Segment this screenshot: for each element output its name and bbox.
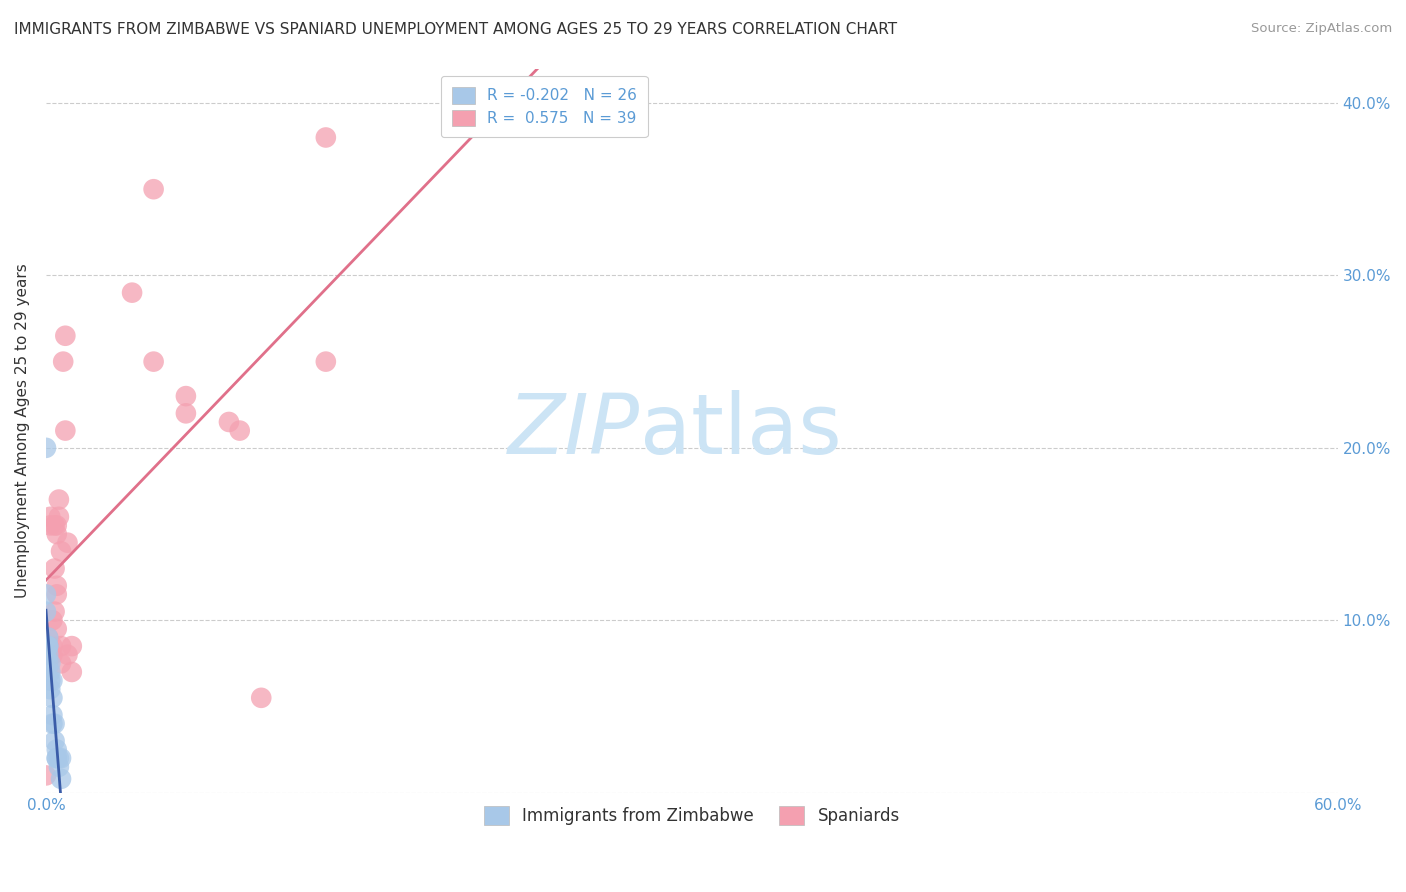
Point bbox=[45, 579, 67, 593]
Point bbox=[45, 751, 67, 765]
Point bbox=[44, 605, 66, 619]
Point bbox=[39, 682, 62, 697]
Point bbox=[35, 648, 58, 662]
Point bbox=[44, 734, 66, 748]
Point bbox=[48, 751, 70, 765]
Point bbox=[39, 657, 62, 671]
Point bbox=[49, 544, 72, 558]
Point bbox=[48, 509, 70, 524]
Point bbox=[315, 130, 337, 145]
Point bbox=[121, 285, 143, 300]
Point bbox=[174, 406, 197, 420]
Point bbox=[39, 518, 62, 533]
Point bbox=[53, 328, 76, 343]
Point bbox=[48, 760, 70, 774]
Point bbox=[49, 657, 72, 671]
Point bbox=[45, 622, 67, 636]
Text: atlas: atlas bbox=[640, 390, 842, 471]
Point bbox=[41, 639, 63, 653]
Point bbox=[56, 535, 79, 549]
Point bbox=[37, 639, 59, 653]
Point bbox=[142, 182, 165, 196]
Text: Source: ZipAtlas.com: Source: ZipAtlas.com bbox=[1251, 22, 1392, 36]
Point bbox=[56, 648, 79, 662]
Text: ZIP: ZIP bbox=[508, 390, 640, 471]
Point bbox=[52, 354, 75, 368]
Point bbox=[41, 716, 63, 731]
Point bbox=[45, 527, 67, 541]
Point bbox=[49, 639, 72, 653]
Point bbox=[41, 648, 63, 662]
Point bbox=[45, 587, 67, 601]
Point bbox=[45, 518, 67, 533]
Point bbox=[142, 354, 165, 368]
Point bbox=[41, 690, 63, 705]
Point bbox=[49, 751, 72, 765]
Point bbox=[228, 424, 250, 438]
Point bbox=[39, 673, 62, 688]
Point bbox=[41, 708, 63, 723]
Point bbox=[37, 631, 59, 645]
Point bbox=[45, 742, 67, 756]
Point bbox=[41, 613, 63, 627]
Point bbox=[37, 639, 59, 653]
Point bbox=[44, 716, 66, 731]
Point bbox=[37, 648, 59, 662]
Point bbox=[37, 639, 59, 653]
Point bbox=[60, 639, 83, 653]
Point bbox=[37, 631, 59, 645]
Point bbox=[44, 561, 66, 575]
Point bbox=[315, 354, 337, 368]
Point bbox=[48, 492, 70, 507]
Point bbox=[174, 389, 197, 403]
Point bbox=[37, 657, 59, 671]
Point bbox=[41, 673, 63, 688]
Y-axis label: Unemployment Among Ages 25 to 29 years: Unemployment Among Ages 25 to 29 years bbox=[15, 263, 30, 598]
Point bbox=[35, 587, 58, 601]
Text: IMMIGRANTS FROM ZIMBABWE VS SPANIARD UNEMPLOYMENT AMONG AGES 25 TO 29 YEARS CORR: IMMIGRANTS FROM ZIMBABWE VS SPANIARD UNE… bbox=[14, 22, 897, 37]
Point bbox=[250, 690, 273, 705]
Point bbox=[53, 424, 76, 438]
Point bbox=[35, 768, 58, 782]
Point bbox=[39, 509, 62, 524]
Legend: Immigrants from Zimbabwe, Spaniards: Immigrants from Zimbabwe, Spaniards bbox=[474, 797, 910, 835]
Point bbox=[35, 605, 58, 619]
Point bbox=[60, 665, 83, 679]
Point bbox=[44, 518, 66, 533]
Point bbox=[49, 772, 72, 786]
Point bbox=[35, 441, 58, 455]
Point bbox=[218, 415, 240, 429]
Point bbox=[39, 665, 62, 679]
Point bbox=[45, 751, 67, 765]
Point bbox=[37, 648, 59, 662]
